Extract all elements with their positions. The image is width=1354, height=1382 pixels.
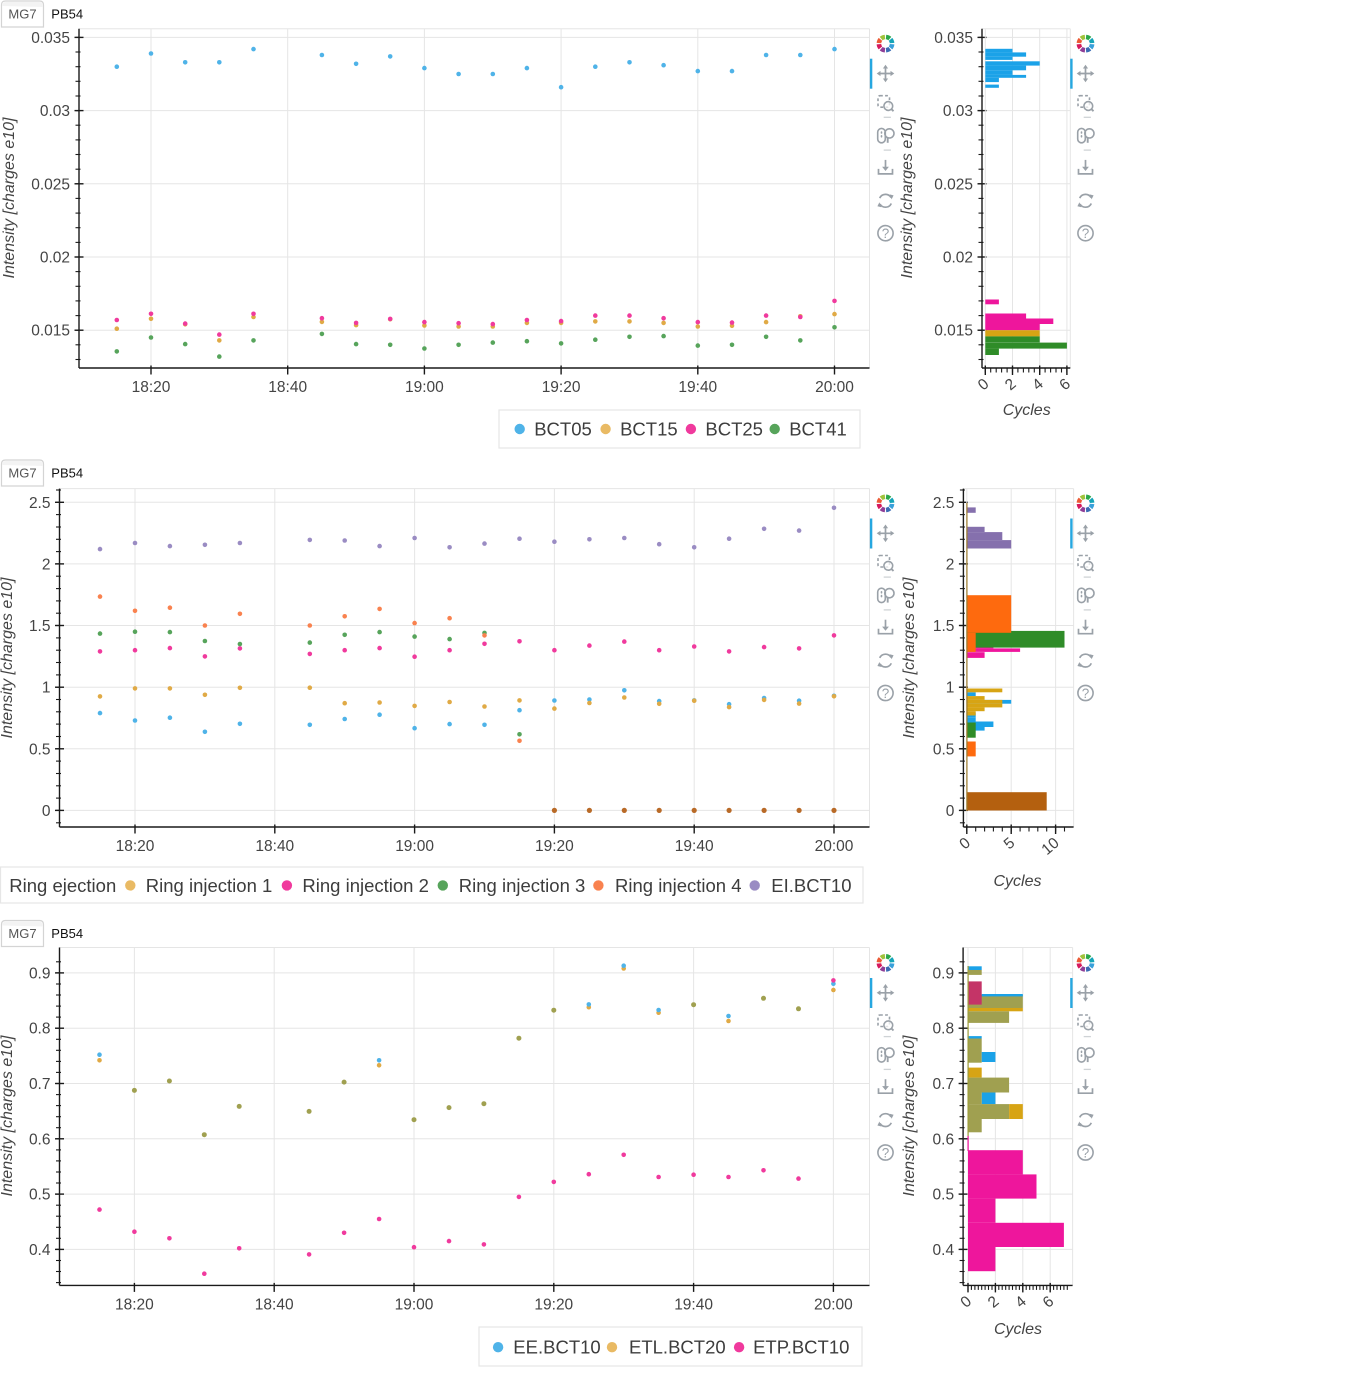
svg-text:0.8: 0.8 — [29, 1021, 51, 1038]
svg-text:19:00: 19:00 — [395, 838, 434, 855]
svg-text:Intensity [charges e10]: Intensity [charges e10] — [0, 577, 16, 739]
svg-text:0: 0 — [42, 803, 51, 820]
svg-text:18:20: 18:20 — [116, 838, 155, 855]
svg-text:0.025: 0.025 — [31, 176, 70, 193]
svg-text:PB54: PB54 — [51, 926, 83, 941]
svg-text:?: ? — [882, 226, 890, 241]
svg-text:0.5: 0.5 — [29, 1187, 51, 1204]
svg-text:0.4: 0.4 — [933, 1242, 955, 1259]
svg-text:Ring ejection: Ring ejection — [9, 875, 116, 896]
svg-text:19:20: 19:20 — [542, 379, 581, 396]
svg-text:19:40: 19:40 — [674, 1297, 713, 1314]
svg-text:0.025: 0.025 — [934, 176, 973, 193]
svg-text:MG7: MG7 — [8, 7, 36, 22]
svg-text:18:20: 18:20 — [115, 1297, 154, 1314]
svg-text:1.5: 1.5 — [29, 618, 51, 635]
svg-text:Ring injection 3: Ring injection 3 — [459, 875, 586, 896]
svg-text:0.015: 0.015 — [31, 323, 70, 340]
svg-text:Cycles: Cycles — [993, 873, 1041, 890]
svg-text:0.4: 0.4 — [29, 1242, 51, 1259]
svg-text:2.5: 2.5 — [29, 495, 51, 512]
svg-text:19:40: 19:40 — [678, 379, 717, 396]
svg-text:Intensity [charges e10]: Intensity [charges e10] — [899, 117, 916, 279]
svg-text:MG7: MG7 — [8, 466, 36, 481]
svg-text:0.5: 0.5 — [933, 1187, 955, 1204]
svg-text:19:00: 19:00 — [405, 379, 444, 396]
svg-text:0.02: 0.02 — [943, 250, 973, 267]
svg-text:20:00: 20:00 — [814, 1297, 853, 1314]
svg-text:Intensity [charges e10]: Intensity [charges e10] — [1, 117, 18, 279]
svg-text:Intensity [charges e10]: Intensity [charges e10] — [901, 577, 918, 739]
svg-text:0.03: 0.03 — [40, 103, 70, 120]
svg-text:2: 2 — [42, 556, 51, 573]
svg-text:BCT41: BCT41 — [789, 419, 847, 440]
svg-text:Ring injection 4: Ring injection 4 — [615, 875, 742, 896]
svg-text:Ring injection 2: Ring injection 2 — [302, 875, 429, 896]
svg-text:0.6: 0.6 — [933, 1131, 955, 1148]
svg-text:ETL.BCT20: ETL.BCT20 — [629, 1337, 726, 1358]
svg-text:0.015: 0.015 — [934, 323, 973, 340]
svg-text:Cycles: Cycles — [1003, 402, 1051, 419]
svg-text:0: 0 — [946, 803, 955, 820]
svg-text:MG7: MG7 — [8, 926, 36, 941]
svg-text:0.7: 0.7 — [933, 1076, 955, 1093]
svg-text:?: ? — [882, 1145, 890, 1160]
svg-text:BCT15: BCT15 — [620, 419, 678, 440]
svg-text:19:40: 19:40 — [675, 838, 714, 855]
svg-text:?: ? — [1082, 226, 1090, 241]
svg-text:ETP.BCT10: ETP.BCT10 — [753, 1337, 849, 1358]
svg-text:BCT25: BCT25 — [705, 419, 763, 440]
svg-text:19:00: 19:00 — [395, 1297, 434, 1314]
svg-text:1: 1 — [946, 680, 955, 697]
svg-text:19:20: 19:20 — [535, 838, 574, 855]
svg-text:1.5: 1.5 — [933, 618, 955, 635]
svg-text:PB54: PB54 — [51, 7, 83, 22]
svg-text:PB54: PB54 — [51, 466, 83, 481]
svg-text:0.035: 0.035 — [31, 30, 70, 47]
svg-text:0.5: 0.5 — [29, 741, 51, 758]
svg-text:0.035: 0.035 — [934, 30, 973, 47]
svg-text:20:00: 20:00 — [815, 838, 854, 855]
svg-text:Intensity [charges e10]: Intensity [charges e10] — [901, 1035, 918, 1197]
svg-text:0.02: 0.02 — [40, 250, 70, 267]
svg-text:Intensity [charges e10]: Intensity [charges e10] — [0, 1035, 16, 1197]
svg-text:2: 2 — [946, 556, 955, 573]
svg-text:18:20: 18:20 — [132, 379, 171, 396]
svg-text:0.03: 0.03 — [943, 103, 973, 120]
svg-text:0.5: 0.5 — [933, 741, 955, 758]
svg-text:?: ? — [1082, 1145, 1090, 1160]
svg-text:Cycles: Cycles — [994, 1321, 1042, 1338]
svg-text:0.9: 0.9 — [933, 965, 955, 982]
svg-text:2.5: 2.5 — [933, 495, 955, 512]
svg-text:19:20: 19:20 — [534, 1297, 573, 1314]
svg-text:18:40: 18:40 — [255, 838, 294, 855]
svg-text:EE.BCT10: EE.BCT10 — [513, 1337, 600, 1358]
svg-text:1: 1 — [42, 680, 51, 697]
svg-text:20:00: 20:00 — [815, 379, 854, 396]
svg-text:0.9: 0.9 — [29, 965, 51, 982]
svg-text:?: ? — [882, 686, 890, 701]
svg-text:18:40: 18:40 — [255, 1297, 294, 1314]
svg-text:0.6: 0.6 — [29, 1131, 51, 1148]
svg-text:BCT05: BCT05 — [534, 419, 592, 440]
svg-text:18:40: 18:40 — [268, 379, 307, 396]
svg-text:?: ? — [1082, 686, 1090, 701]
svg-text:0.8: 0.8 — [933, 1021, 955, 1038]
svg-text:Ring injection 1: Ring injection 1 — [146, 875, 272, 896]
svg-text:0.7: 0.7 — [29, 1076, 51, 1093]
svg-text:EI.BCT10: EI.BCT10 — [771, 875, 851, 896]
